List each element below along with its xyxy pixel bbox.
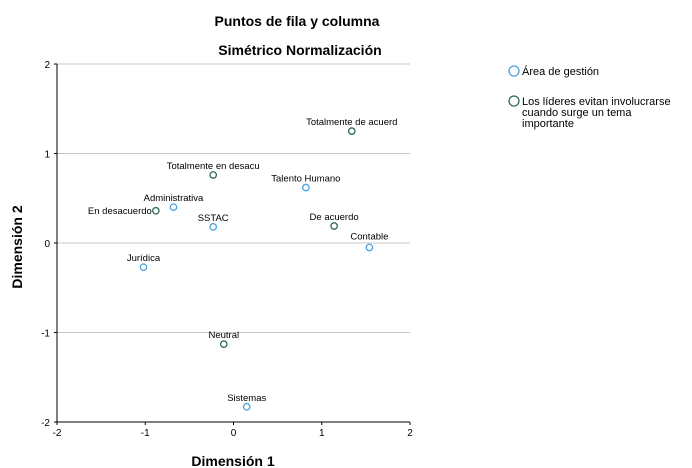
y-tick-label: 2 <box>44 60 50 71</box>
point-label: Totalmente en desacu <box>167 161 260 172</box>
point-label: En desacuerdo <box>88 206 152 217</box>
axes <box>54 63 411 425</box>
data-point <box>365 243 374 252</box>
point-label: Contable <box>350 231 388 242</box>
legend-label: Área de gestión <box>522 65 599 78</box>
point-label: Jurídica <box>127 253 161 264</box>
x-tick-label: -1 <box>141 428 150 439</box>
y-tick-label: -1 <box>41 329 50 340</box>
point-label: De acuerdo <box>310 212 359 223</box>
grid-lines <box>57 63 410 333</box>
x-tick-label: 1 <box>319 428 325 439</box>
chart-title: Puntos de fila y columna <box>215 13 380 29</box>
point-label: Administrativa <box>144 193 204 204</box>
y-tick-label: 0 <box>44 239 50 250</box>
point-label: Sistemas <box>227 393 266 404</box>
data-point <box>209 171 218 179</box>
x-tick-label: -2 <box>53 428 62 439</box>
data-point <box>169 203 178 212</box>
x-axis-title: Dimensión 1 <box>191 453 274 468</box>
chart-subtitle: Simétrico Normalización <box>218 42 381 58</box>
point-label: SSTAC <box>198 213 229 224</box>
plot-area: -2 -1 0 1 2 2 1 0 -1 -2 Talento Humano Administrat… <box>41 60 413 439</box>
data-point <box>302 183 310 192</box>
legend: Área de gestión Los líderes evitan involu… <box>508 65 671 130</box>
data-point <box>242 402 251 411</box>
data-point <box>219 340 228 348</box>
data-point <box>139 263 148 272</box>
legend-marker <box>508 65 520 77</box>
point-label: Neutral <box>208 330 239 341</box>
y-tick-label: -2 <box>41 418 50 429</box>
point-label: Totalmente de acuerd <box>306 117 397 128</box>
point-label: Talento Humano <box>271 174 340 185</box>
y-tick-label: 1 <box>44 150 50 161</box>
tick-labels: -2 -1 0 1 2 2 1 0 -1 -2 <box>41 60 413 439</box>
x-tick-label: 2 <box>407 428 413 439</box>
x-tick-label: 0 <box>231 428 237 439</box>
legend-marker <box>508 95 520 107</box>
data-point <box>209 223 218 231</box>
data-point <box>151 206 160 215</box>
legend-label: Los líderes evitan involucrarse cuando su… <box>522 96 671 130</box>
data-points <box>139 127 374 411</box>
y-axis-title: Dimensión 2 <box>9 205 25 288</box>
data-point <box>347 127 356 135</box>
point-labels: Talento Humano Administrativa SSTAC Contabl… <box>88 117 398 404</box>
data-point <box>330 222 338 230</box>
